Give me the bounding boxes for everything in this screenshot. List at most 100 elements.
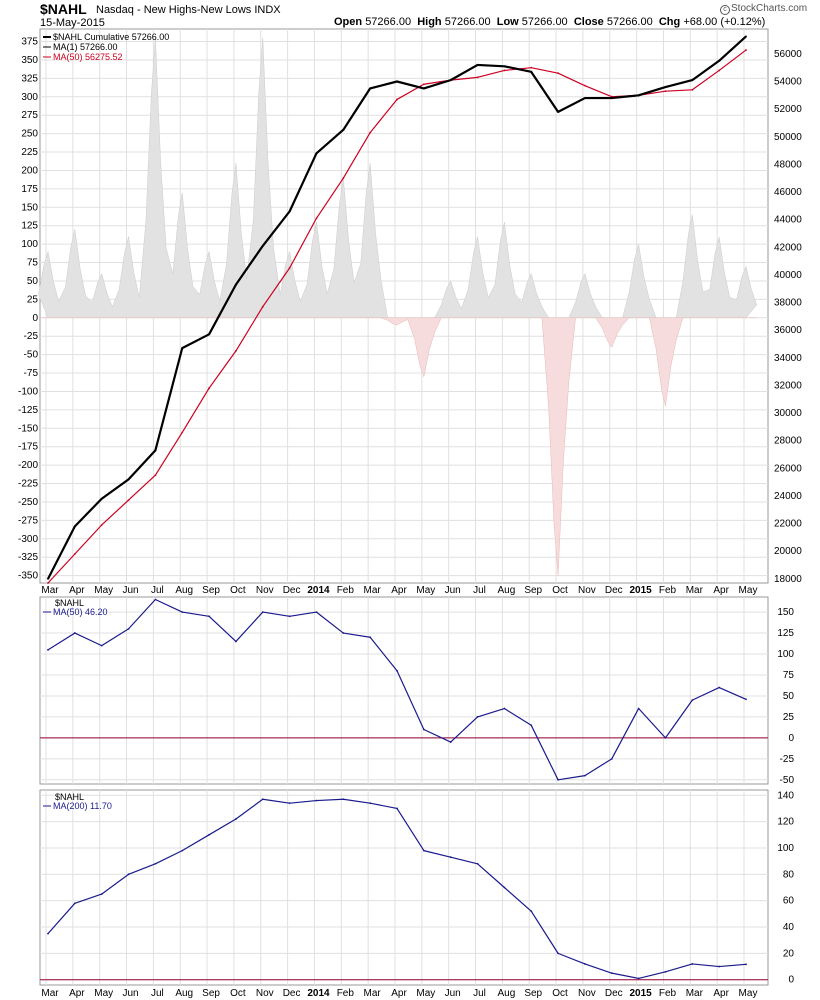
middle-ma50-line-point [476, 716, 479, 718]
x-tick-label: Feb [337, 988, 355, 999]
close-value: 57266.00 [606, 16, 653, 28]
ma50-line-point [154, 474, 157, 477]
cumulative-line-point [288, 210, 291, 213]
x-tick-label: Apr [713, 585, 729, 596]
cumulative-line-point [557, 110, 559, 113]
left-axis-tick-label: -275 [18, 515, 38, 526]
x-tick-label: Oct [230, 585, 246, 596]
x-tick-label: Sep [524, 585, 542, 596]
ma50-line-point [369, 131, 372, 134]
cumulative-line-point [261, 245, 264, 247]
symbol-exchange: INDX [254, 4, 281, 16]
ma50-line-point [47, 582, 49, 584]
left-axis-tick-label: 100 [21, 239, 38, 250]
right-axis-tick-label: 38000 [774, 298, 802, 309]
ma50-line-point [235, 350, 237, 352]
cumulative-line-point [100, 497, 103, 500]
left-axis-tick-label: -250 [18, 497, 38, 508]
low-label: Low [496, 16, 519, 28]
middle-ma50-line-point [584, 774, 586, 777]
cumulative-line-point [47, 577, 49, 580]
bottom-ma200-line-point [396, 807, 398, 810]
middle-ma50-line-point [73, 632, 76, 634]
left-axis-tick-label: 150 [21, 202, 38, 213]
bottom-ma200-line-point [449, 856, 452, 859]
left-axis-tick-label: 300 [21, 92, 38, 103]
right-axis-tick-label: 50000 [774, 132, 802, 143]
x-tick-label: Jun [122, 988, 138, 999]
middle-ma50-line-point [449, 741, 452, 743]
left-axis-tick-label: -225 [18, 479, 38, 490]
bottom-ma200-line-point [584, 963, 586, 965]
middle-axis-tick-label: 100 [777, 649, 794, 660]
x-tick-label: Mar [41, 988, 59, 999]
bottom-ma200-line-point [691, 963, 694, 965]
cumulative-line-point [315, 152, 318, 155]
bottom-axis-tick-label: 60 [783, 896, 795, 907]
left-axis-tick-label: -100 [18, 386, 38, 397]
bottom-ma200-line-point [127, 873, 130, 876]
left-axis-tick-label: -125 [18, 405, 38, 416]
left-axis-tick-label: 250 [21, 129, 38, 140]
cumulative-line-point [342, 128, 345, 131]
bottom-ma200-line-point [235, 818, 237, 820]
ma50-line-point [261, 305, 264, 308]
right-axis-tick-label: 18000 [774, 574, 802, 585]
middle-ma50-line-point [745, 698, 747, 701]
x-tick-label: May [416, 585, 435, 596]
bottom-ma200-line-point [261, 798, 264, 801]
cumulative-line-point [127, 478, 130, 481]
bottom-ma200-line-point [476, 862, 479, 865]
x-tick-label: 2015 [629, 585, 652, 596]
high-label: High [417, 16, 442, 28]
ma50-line-point [530, 66, 533, 69]
x-tick-label: Jul [473, 585, 486, 596]
ma50-line-point [342, 177, 345, 180]
x-tick-label: Feb [659, 988, 677, 999]
x-tick-label: May [739, 585, 758, 596]
cumulative-line-point [530, 70, 533, 73]
legend-label: $NAHL Cumulative 57266.00 [53, 32, 169, 42]
bottom-ma200-line-point [610, 972, 613, 975]
middle-ma50-line-point [261, 611, 264, 613]
stockcharts-logo[interactable]: c StockCharts.com [720, 3, 807, 15]
x-tick-label: Jun [445, 585, 461, 596]
left-axis-tick-label: 75 [27, 258, 39, 269]
middle-ma50-line-point [342, 632, 345, 634]
middle-ma50-line-point [181, 611, 184, 613]
high-value: 57266.00 [444, 16, 491, 28]
cumulative-line-point [208, 333, 210, 336]
ma50-line-point [718, 69, 721, 72]
x-tick-label: Mar [364, 585, 382, 596]
cumulative-line-point [181, 347, 184, 350]
middle-ma50-line-point [288, 615, 291, 618]
right-axis-tick-label: 42000 [774, 242, 802, 253]
middle-axis-tick-label: 25 [783, 712, 795, 723]
cumulative-line-point [664, 86, 667, 88]
ma50-line-point [584, 84, 586, 87]
x-tick-label: Mar [364, 988, 382, 999]
middle-ma50-line-point [315, 611, 318, 613]
bottom-ma200-line-point [100, 893, 103, 895]
cumulative-line-point [154, 449, 157, 452]
x-tick-label: Nov [256, 585, 274, 596]
middle-ma50-line-point [610, 757, 613, 760]
right-axis-tick-label: 30000 [774, 408, 802, 419]
right-axis-tick-label: 32000 [774, 380, 802, 391]
bottom-ma200-line-point [154, 862, 157, 865]
right-axis-tick-label: 46000 [774, 187, 802, 198]
x-tick-label: Jul [151, 585, 164, 596]
x-tick-label: Feb [659, 585, 677, 596]
x-tick-label: Aug [175, 585, 193, 596]
left-axis-tick-label: 375 [21, 37, 38, 48]
left-axis-tick-label: -25 [24, 331, 39, 342]
x-tick-label: Jun [122, 585, 138, 596]
left-axis-tick-label: 350 [21, 55, 38, 66]
x-tick-label: Nov [256, 988, 274, 999]
open-label: Open [334, 16, 363, 28]
cumulative-line-point [718, 59, 721, 62]
bottom-axis-tick-label: 0 [788, 975, 794, 986]
bottom-ma200-line-point [208, 833, 210, 836]
